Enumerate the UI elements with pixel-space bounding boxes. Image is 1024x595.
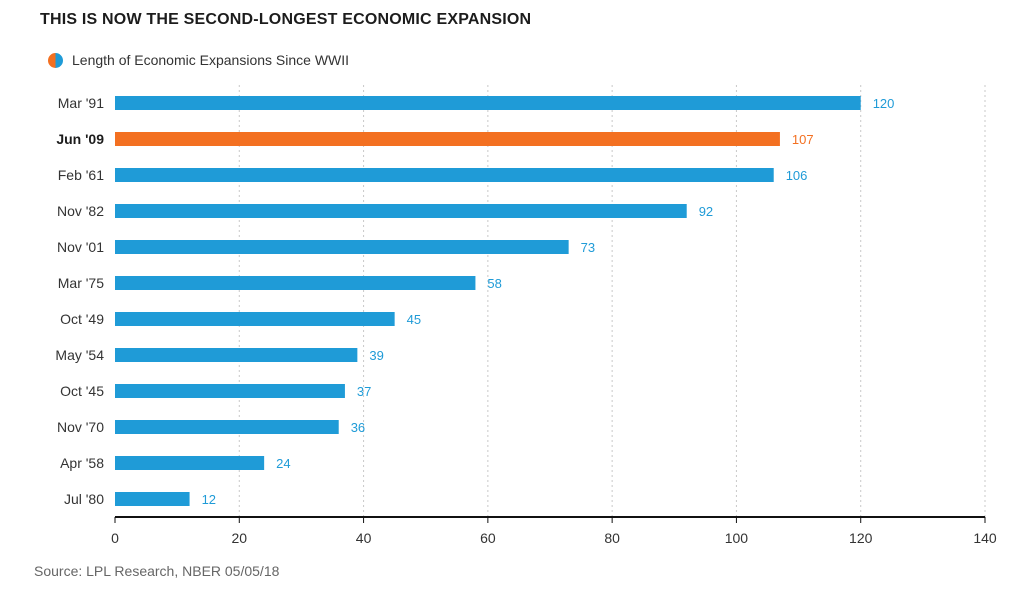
bar <box>115 384 345 398</box>
value-label: 106 <box>786 168 808 183</box>
legend-label: Length of Economic Expansions Since WWII <box>72 52 350 68</box>
x-tick-label: 120 <box>849 530 873 546</box>
category-label: Feb '61 <box>58 167 104 183</box>
bars: Mar '91 120 Jun '09 107 Feb '61 106 Nov '82 92 N… <box>55 95 894 507</box>
category-label: Mar '75 <box>58 275 104 291</box>
category-label: Nov '70 <box>57 419 104 435</box>
value-label: 120 <box>873 96 895 111</box>
bar <box>115 456 265 470</box>
grid-lines <box>238 85 986 517</box>
bar <box>115 204 687 218</box>
category-label: May '54 <box>55 347 104 363</box>
bar <box>115 96 861 110</box>
bar <box>115 420 339 434</box>
x-tick-label: 100 <box>725 530 749 546</box>
bar <box>115 276 476 290</box>
category-label: Nov '01 <box>57 239 104 255</box>
category-label: Oct '49 <box>60 311 104 327</box>
x-tick-label: 60 <box>480 530 496 546</box>
x-axis: 0 20 40 60 80 100 120 140 <box>111 516 997 546</box>
value-label: 58 <box>487 276 501 291</box>
x-tick-label: 20 <box>231 530 247 546</box>
value-label: 107 <box>792 132 814 147</box>
x-tick-label: 0 <box>111 530 119 546</box>
category-label: Jul '80 <box>64 491 104 507</box>
bar <box>115 492 190 506</box>
x-tick-label: 80 <box>604 530 620 546</box>
category-label: Nov '82 <box>57 203 104 219</box>
value-label: 73 <box>581 240 595 255</box>
bar <box>115 312 395 326</box>
value-label: 39 <box>369 348 383 363</box>
chart-title: THIS IS NOW THE SECOND-LONGEST ECONOMIC … <box>40 11 532 28</box>
x-tick-label: 140 <box>973 530 997 546</box>
value-label: 36 <box>351 420 365 435</box>
value-label: 12 <box>202 492 216 507</box>
legend-icon <box>48 52 63 68</box>
category-label: Jun '09 <box>56 131 104 147</box>
value-label: 37 <box>357 384 371 399</box>
source-note: Source: LPL Research, NBER 05/05/18 <box>34 563 280 579</box>
value-label: 24 <box>276 456 290 471</box>
category-label: Oct '45 <box>60 383 104 399</box>
category-label: Mar '91 <box>58 95 104 111</box>
bar <box>115 348 358 362</box>
legend: Length of Economic Expansions Since WWII <box>48 52 349 68</box>
x-tick-label: 40 <box>356 530 372 546</box>
value-label: 92 <box>699 204 713 219</box>
bar <box>115 168 774 182</box>
bar <box>115 132 780 146</box>
category-label: Apr '58 <box>60 455 104 471</box>
bar <box>115 240 569 254</box>
value-label: 45 <box>407 312 421 327</box>
